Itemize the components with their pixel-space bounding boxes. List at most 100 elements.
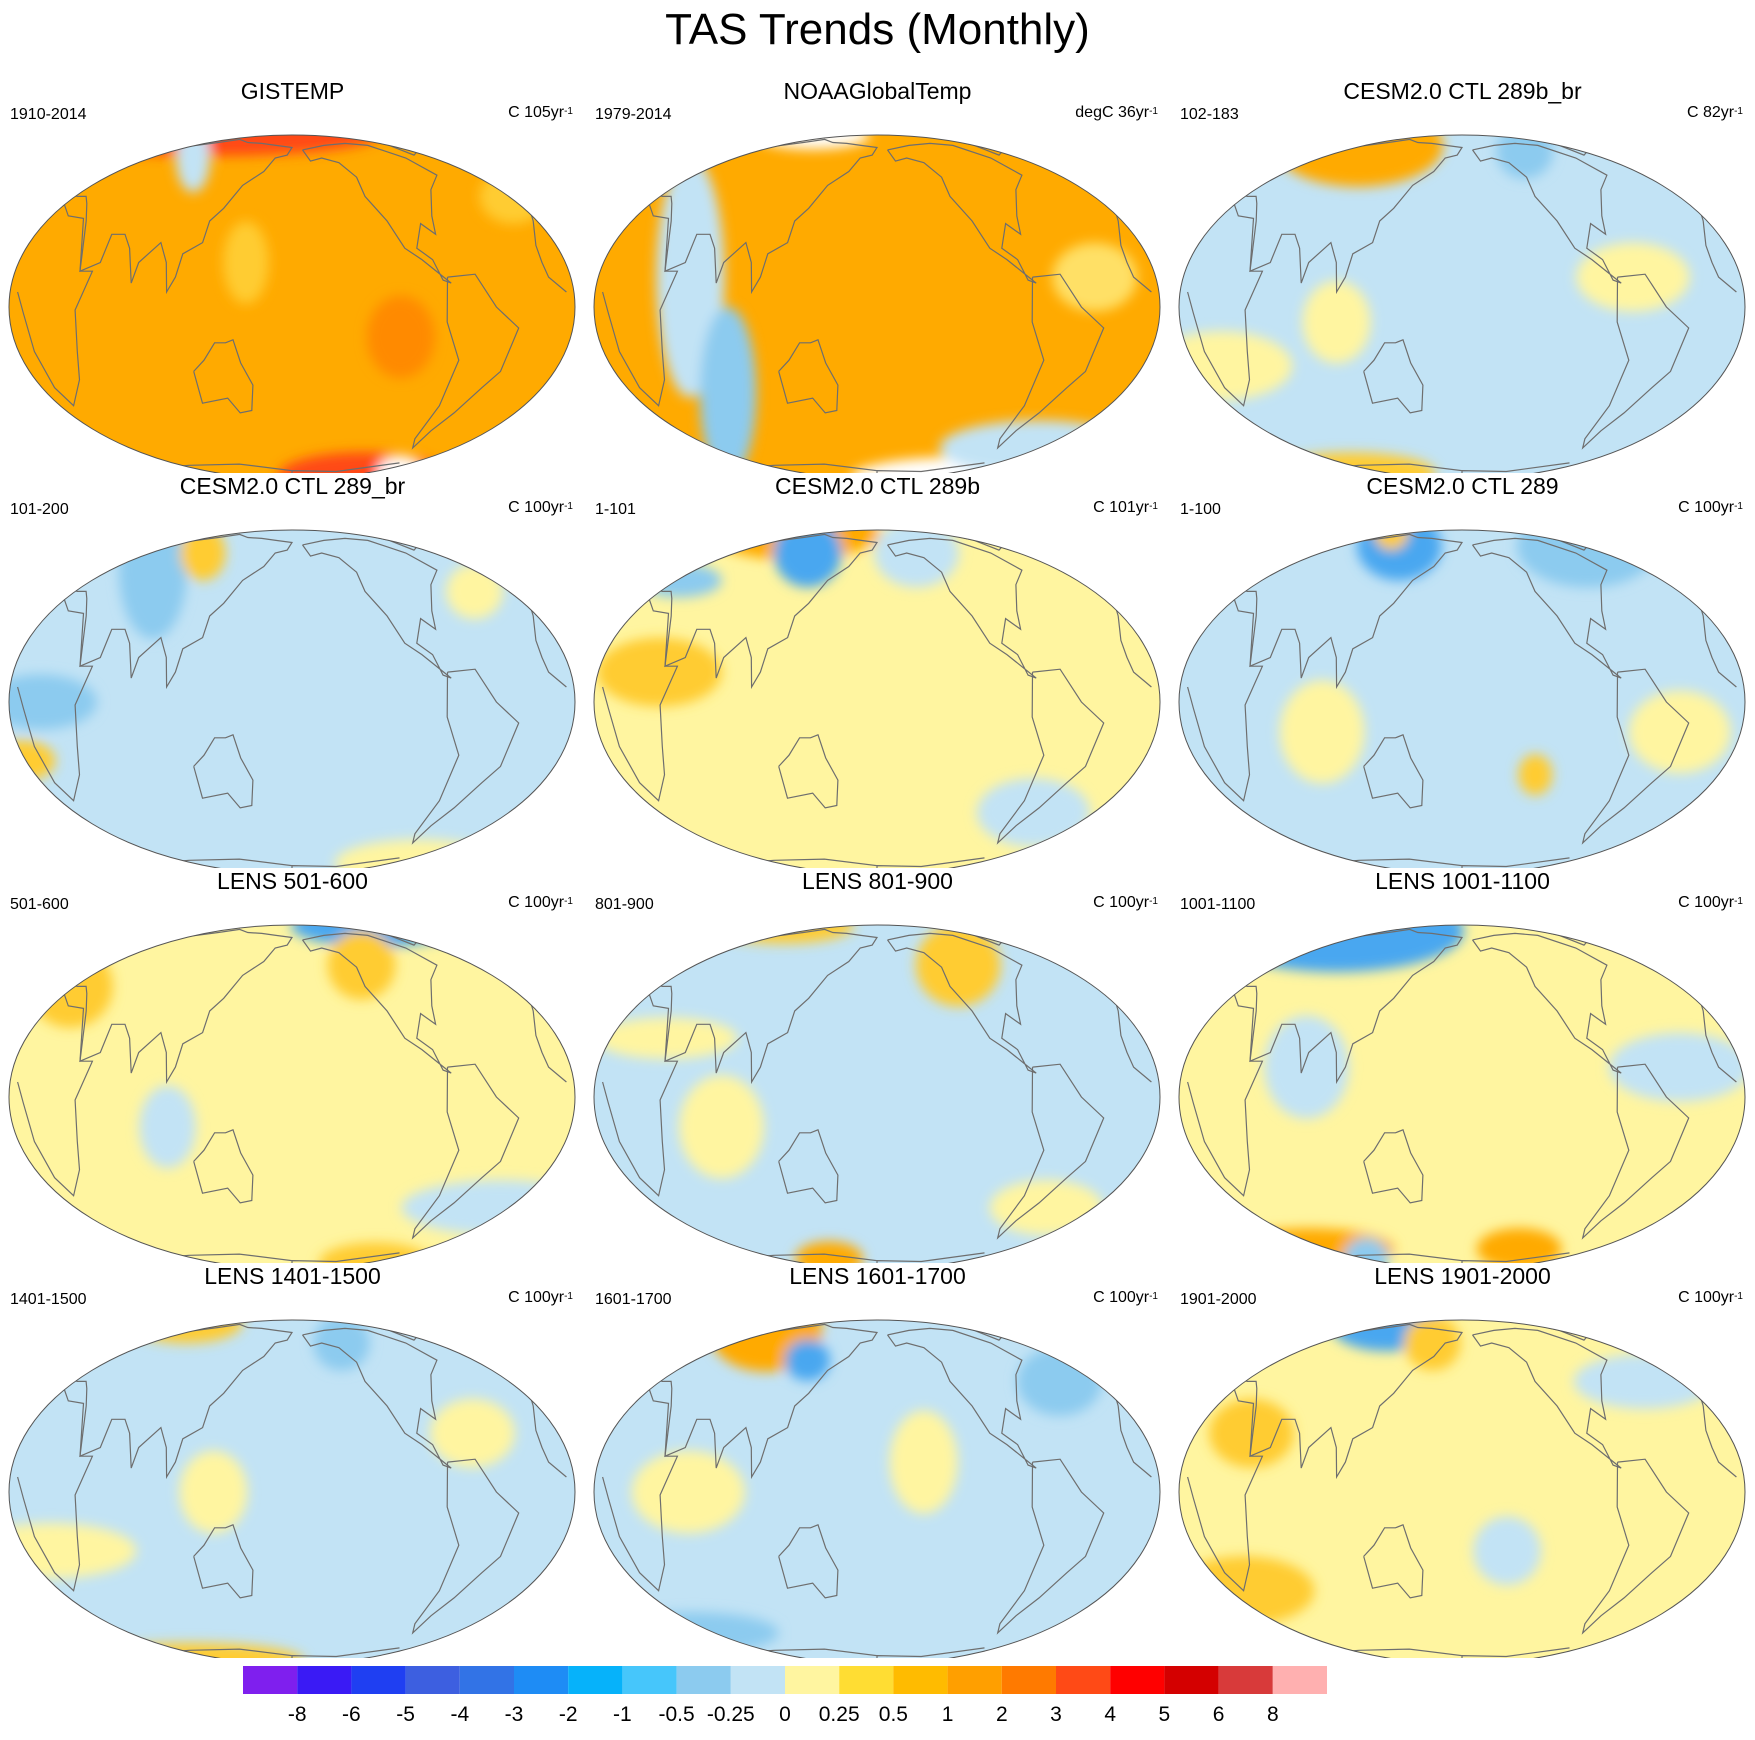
trend-anomaly-region bbox=[712, 925, 854, 944]
panel-units-prefix: C 100yr bbox=[1093, 894, 1150, 911]
trend-anomaly-region bbox=[1273, 135, 1444, 187]
coastline-south-america bbox=[996, 1063, 1105, 1240]
coastline-australia bbox=[193, 1524, 254, 1599]
trend-anomaly-region bbox=[1279, 680, 1365, 784]
map-projection bbox=[1178, 924, 1746, 1263]
trend-anomaly-region bbox=[637, 563, 722, 598]
panel-units: C 101yr-1 bbox=[1093, 499, 1158, 517]
trend-anomaly-region bbox=[1573, 1353, 1716, 1409]
panel-units-prefix: C 100yr bbox=[1678, 1289, 1735, 1306]
panel-title: NOAAGlobalTemp bbox=[783, 78, 972, 104]
coastline-north-america bbox=[1472, 932, 1622, 1074]
panel-period: 1001-1100 bbox=[1180, 896, 1256, 913]
trend-anomaly-region bbox=[9, 674, 97, 730]
trend-anomaly-region bbox=[176, 135, 211, 193]
map-projection bbox=[8, 1319, 576, 1658]
panel-title: CESM2.0 CTL 289 bbox=[1366, 473, 1559, 499]
coastline-australia bbox=[1363, 1524, 1424, 1599]
trend-anomaly-region bbox=[327, 930, 396, 1000]
coastline-north-america bbox=[887, 142, 1037, 284]
coastline-south-america bbox=[996, 1458, 1105, 1635]
panel-units-exponent: -1 bbox=[1734, 106, 1743, 117]
coastline-australia bbox=[193, 339, 254, 414]
colorbar-label: -1 bbox=[613, 1703, 632, 1726]
trend-anomaly-region bbox=[28, 945, 113, 1028]
trend-anomaly-region bbox=[139, 1085, 196, 1169]
trend-field-background bbox=[9, 530, 575, 868]
trend-anomaly-region bbox=[446, 563, 503, 619]
panel-period: 1901-2000 bbox=[1180, 1291, 1257, 1308]
map-outline bbox=[593, 529, 1161, 868]
colorbar-label: -3 bbox=[505, 1703, 524, 1726]
colorbar-label: -6 bbox=[342, 1703, 361, 1726]
coastline-australia bbox=[778, 339, 839, 414]
trend-anomaly-region bbox=[1473, 1516, 1542, 1586]
colorbar-swatch bbox=[893, 1666, 948, 1694]
panel-title: GISTEMP bbox=[240, 78, 345, 104]
map-panel: LENS 1601-1700 1601-1700 C 100yr-1 bbox=[585, 1263, 1170, 1658]
panel-units-prefix: C 82yr bbox=[1686, 104, 1735, 121]
colorbar-swatch bbox=[459, 1666, 514, 1694]
coastline-south-america bbox=[411, 668, 520, 845]
coastline-australia bbox=[778, 1524, 839, 1599]
coastline-north-america bbox=[887, 932, 1037, 1074]
coastline-south-america bbox=[1581, 1063, 1690, 1240]
colorbar-label: 0 bbox=[779, 1703, 791, 1726]
colorbar-swatch bbox=[947, 1666, 1002, 1694]
panel-period: 102-183 bbox=[1180, 106, 1239, 123]
panel-units: C 100yr-1 bbox=[1678, 1289, 1743, 1307]
panel-period: 1-101 bbox=[595, 501, 636, 518]
map-panel: LENS 1901-2000 1901-2000 C 100yr-1 bbox=[1170, 1263, 1755, 1658]
colorbar-label: 0.5 bbox=[879, 1703, 908, 1726]
map-outline bbox=[1178, 134, 1746, 473]
map-outline bbox=[8, 1319, 576, 1658]
panel-units: C 100yr-1 bbox=[1093, 1289, 1158, 1307]
panel-period: 1601-1700 bbox=[595, 1291, 672, 1308]
colorbar-label: -0.25 bbox=[707, 1703, 755, 1726]
trend-anomaly-region bbox=[366, 295, 435, 379]
trend-anomaly-region bbox=[223, 221, 269, 304]
panel-units-exponent: -1 bbox=[1734, 501, 1743, 512]
trend-anomaly-region bbox=[179, 1450, 248, 1534]
trend-anomaly-region bbox=[699, 307, 757, 473]
colorbar-swatch bbox=[1056, 1666, 1111, 1694]
colorbar-label: 4 bbox=[1104, 1703, 1116, 1726]
map-panel: GISTEMP 1910-2014 C 105yr-1 bbox=[0, 78, 585, 473]
trend-anomaly-region bbox=[479, 168, 548, 224]
coastline-north-america bbox=[887, 1327, 1037, 1469]
coastline-north-america bbox=[1472, 1327, 1622, 1469]
map-outline bbox=[1178, 529, 1746, 868]
colorbar-label: 3 bbox=[1050, 1703, 1062, 1726]
trend-anomaly-region bbox=[1476, 1228, 1562, 1263]
trend-anomaly-region bbox=[915, 925, 1001, 1007]
map-projection bbox=[593, 1319, 1161, 1658]
colorbar-swatch bbox=[568, 1666, 623, 1694]
trend-field-background bbox=[9, 1320, 575, 1658]
panel-units: C 100yr-1 bbox=[508, 499, 573, 517]
coastline-australia bbox=[1363, 339, 1424, 414]
panel-units-prefix: C 100yr bbox=[1678, 894, 1735, 911]
map-panel: CESM2.0 CTL 289b_br 102-183 C 82yr-1 bbox=[1170, 78, 1755, 473]
map-outline bbox=[8, 134, 576, 473]
coastline-south-america bbox=[411, 273, 520, 450]
panel-title: LENS 1901-2000 bbox=[1374, 1263, 1551, 1289]
map-outline bbox=[593, 1319, 1161, 1658]
coastline-australia bbox=[1363, 1129, 1424, 1204]
map-outline bbox=[593, 924, 1161, 1263]
map-projection bbox=[8, 529, 576, 868]
panel-title: LENS 1601-1700 bbox=[789, 1263, 966, 1289]
trend-anomaly-region bbox=[874, 530, 960, 588]
map-projection bbox=[593, 924, 1161, 1263]
panel-units-prefix: C 100yr bbox=[508, 499, 565, 516]
trend-anomaly-region bbox=[795, 1241, 864, 1263]
panel-period: 101-200 bbox=[10, 501, 69, 518]
trend-anomaly-region bbox=[1516, 530, 1659, 588]
coastline-north-america bbox=[302, 1327, 452, 1469]
colorbar-swatch bbox=[1110, 1666, 1165, 1694]
trend-anomaly-region bbox=[1496, 135, 1554, 179]
colorbar-swatch bbox=[676, 1666, 731, 1694]
map-projection bbox=[1178, 134, 1746, 473]
coastline-australia bbox=[193, 734, 254, 809]
colorbar-label: -0.5 bbox=[659, 1703, 695, 1726]
colorbar-label: -8 bbox=[288, 1703, 307, 1726]
